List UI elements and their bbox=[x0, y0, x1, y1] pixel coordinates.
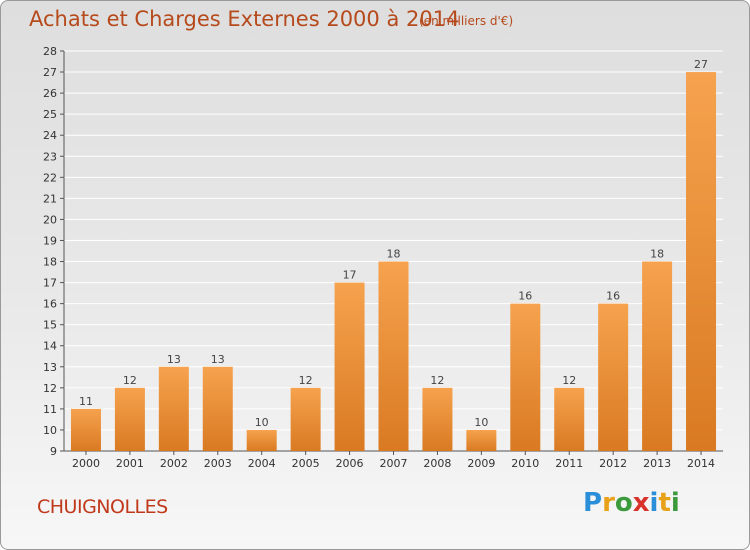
logo-letter: o bbox=[614, 488, 633, 518]
bar bbox=[642, 261, 673, 451]
bar bbox=[510, 303, 541, 451]
y-tick-label: 13 bbox=[43, 361, 57, 374]
y-tick-label: 26 bbox=[43, 87, 57, 100]
bar bbox=[334, 282, 365, 451]
data-label: 12 bbox=[430, 374, 444, 387]
x-tick-label: 2004 bbox=[248, 457, 276, 470]
data-label: 10 bbox=[255, 416, 269, 429]
logo-letter: r bbox=[602, 488, 615, 518]
bar bbox=[158, 366, 189, 451]
bar bbox=[422, 387, 453, 451]
data-label: 12 bbox=[562, 374, 576, 387]
bar bbox=[466, 429, 497, 451]
data-label: 16 bbox=[606, 290, 620, 303]
logo-letter: x bbox=[632, 488, 650, 518]
chart-title: Achats et Charges Externes 2000 à 2014 bbox=[29, 7, 460, 31]
x-tick-label: 2013 bbox=[643, 457, 671, 470]
bar bbox=[202, 366, 233, 451]
data-label: 10 bbox=[474, 416, 488, 429]
bar bbox=[378, 261, 409, 451]
y-tick-label: 27 bbox=[43, 66, 57, 79]
logo-letter: i bbox=[649, 488, 659, 518]
x-tick-label: 2012 bbox=[599, 457, 627, 470]
proxiti-logo[interactable]: Proxiti bbox=[583, 488, 680, 518]
x-tick-label: 2005 bbox=[292, 457, 320, 470]
data-label: 27 bbox=[694, 58, 708, 71]
x-tick-label: 2002 bbox=[160, 457, 188, 470]
y-tick-label: 22 bbox=[43, 171, 57, 184]
bar bbox=[290, 387, 321, 451]
y-tick-label: 20 bbox=[43, 213, 57, 226]
y-tick-label: 10 bbox=[43, 424, 57, 437]
y-tick-label: 15 bbox=[43, 319, 57, 332]
data-label: 11 bbox=[79, 395, 93, 408]
x-tick-label: 2007 bbox=[380, 457, 408, 470]
bar bbox=[70, 408, 101, 451]
bar bbox=[686, 72, 717, 451]
data-label: 12 bbox=[299, 374, 313, 387]
x-tick-label: 2008 bbox=[423, 457, 451, 470]
bar bbox=[246, 429, 277, 451]
data-label: 17 bbox=[343, 269, 357, 282]
y-tick-label: 25 bbox=[43, 108, 57, 121]
logo-letter: t bbox=[658, 488, 671, 518]
x-tick-label: 2000 bbox=[72, 457, 100, 470]
commune-name: CHUIGNOLLES bbox=[37, 496, 168, 518]
data-label: 18 bbox=[650, 248, 664, 261]
y-tick-label: 11 bbox=[43, 403, 57, 416]
data-label: 12 bbox=[123, 374, 137, 387]
y-tick-label: 21 bbox=[43, 192, 57, 205]
x-tick-label: 2001 bbox=[116, 457, 144, 470]
y-tick-label: 14 bbox=[43, 340, 57, 353]
y-tick-label: 18 bbox=[43, 256, 57, 269]
y-tick-label: 16 bbox=[43, 298, 57, 311]
y-tick-label: 28 bbox=[43, 45, 57, 58]
x-tick-label: 2010 bbox=[511, 457, 539, 470]
data-label: 13 bbox=[167, 353, 181, 366]
logo-letter: P bbox=[583, 488, 603, 518]
bar bbox=[114, 387, 145, 451]
chart-subtitle: (en milliers d'€) bbox=[419, 14, 514, 28]
x-tick-label: 2014 bbox=[687, 457, 715, 470]
bar bbox=[554, 387, 585, 451]
y-tick-label: 24 bbox=[43, 129, 57, 142]
data-label: 16 bbox=[518, 290, 532, 303]
y-tick-label: 23 bbox=[43, 150, 57, 163]
y-tick-label: 19 bbox=[43, 234, 57, 247]
data-label: 13 bbox=[211, 353, 225, 366]
y-tick-label: 12 bbox=[43, 382, 57, 395]
x-tick-label: 2011 bbox=[555, 457, 583, 470]
x-tick-label: 2006 bbox=[336, 457, 364, 470]
y-tick-label: 17 bbox=[43, 277, 57, 290]
x-tick-label: 2003 bbox=[204, 457, 232, 470]
data-label: 18 bbox=[387, 248, 401, 261]
y-tick-label: 9 bbox=[50, 445, 57, 458]
bar bbox=[598, 303, 629, 451]
x-tick-label: 2009 bbox=[467, 457, 495, 470]
logo-letter: i bbox=[670, 488, 680, 518]
